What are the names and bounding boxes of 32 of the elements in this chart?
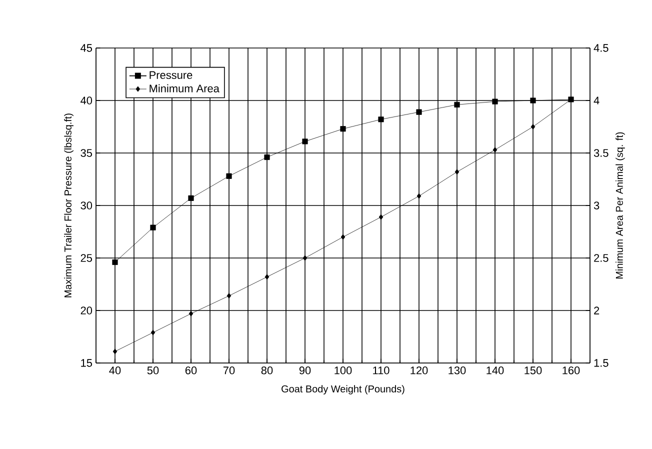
legend-label: Pressure xyxy=(150,71,192,79)
x-tick-label: 130 xyxy=(448,366,466,374)
y2-tick-label: 2 xyxy=(594,306,600,314)
x-tick-label: 50 xyxy=(147,366,159,374)
y-tick-label: 15 xyxy=(81,359,92,367)
x-tick-label: 80 xyxy=(261,366,273,374)
y-tick-label: 30 xyxy=(80,202,92,210)
y-tick-label: 45 xyxy=(80,44,92,52)
x-tick-label: 150 xyxy=(524,366,542,374)
y-tick-label: 40 xyxy=(80,96,92,104)
y2-tick-label: 4.5 xyxy=(594,44,608,52)
y2-tick-label: 3.5 xyxy=(594,149,608,157)
y2-axis-title: Minimum Area Per Animal (sq. ft) xyxy=(616,132,625,278)
x-tick-label: 60 xyxy=(185,366,197,374)
y-tick-label: 20 xyxy=(80,306,92,314)
x-tick-label: 70 xyxy=(223,366,235,374)
x-tick-label: 140 xyxy=(486,366,504,374)
x-axis-title: Goat Body Weight (Pounds) xyxy=(282,385,404,394)
y2-tick-label: 4 xyxy=(594,96,600,104)
x-tick-label: 40 xyxy=(109,366,121,374)
x-tick-label: 160 xyxy=(562,366,580,374)
legend-label: Minimum Area xyxy=(150,84,220,92)
x-tick-label: 120 xyxy=(410,366,428,374)
y-tick-label: 25 xyxy=(80,254,92,262)
y-axis-title: Maximum Trailer Floor Pressure (lbslsq.ft) xyxy=(64,114,74,298)
x-tick-label: 110 xyxy=(373,366,390,374)
x-tick-label: 100 xyxy=(334,366,352,374)
x-tick-label: 90 xyxy=(299,366,311,374)
y2-tick-label: 1.5 xyxy=(594,359,608,367)
y2-tick-label: 3 xyxy=(594,202,600,210)
y2-tick-label: 2.5 xyxy=(594,254,608,262)
y-tick-label: 35 xyxy=(80,149,92,157)
